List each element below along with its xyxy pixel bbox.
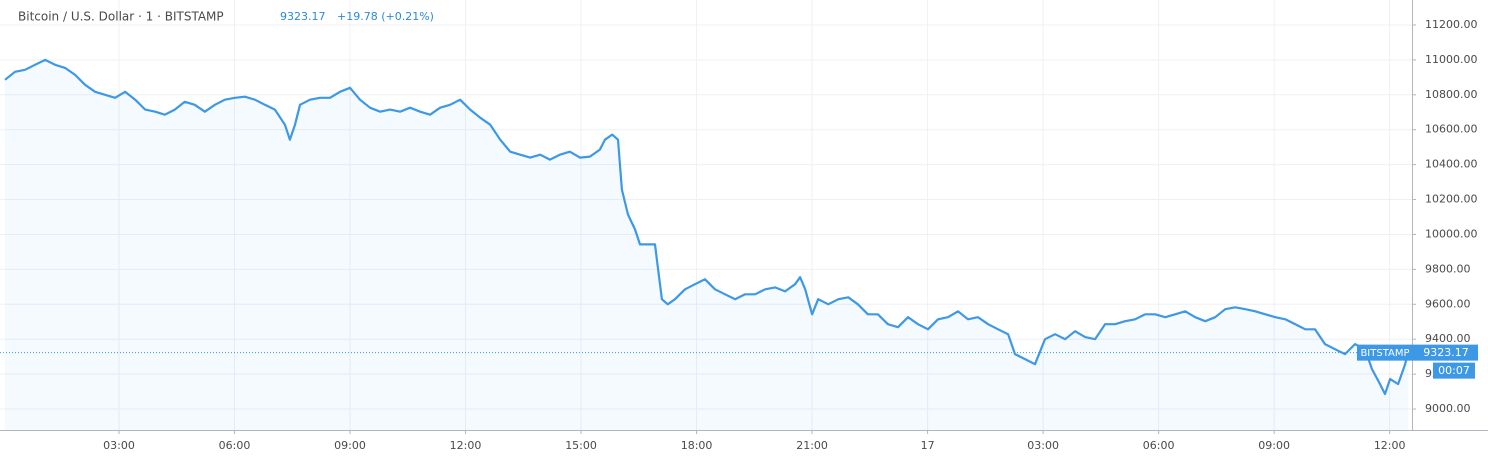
y-tick-label: 9600.00 xyxy=(1425,297,1471,310)
countdown: 00:07 xyxy=(1438,364,1470,377)
y-tick-label: 9800.00 xyxy=(1425,262,1471,275)
x-tick-label: 06:00 xyxy=(1143,439,1175,452)
x-tick-label: 12:00 xyxy=(450,439,482,452)
x-tick-label: 03:00 xyxy=(103,439,135,452)
x-tick-label: 09:00 xyxy=(1258,439,1290,452)
x-tick-label: 18:00 xyxy=(681,439,713,452)
y-tick-label: 10400.00 xyxy=(1425,158,1478,171)
price-line xyxy=(4,58,1410,396)
plot xyxy=(0,58,1412,431)
chart-title: Bitcoin / U.S. Dollar · 1 · BITSTAMP xyxy=(18,10,224,24)
y-tick-label: 9000.00 xyxy=(1425,402,1471,415)
y-tick-label: 10200.00 xyxy=(1425,193,1478,206)
grid xyxy=(0,0,1412,430)
header-price: 9323.17 xyxy=(280,10,326,23)
last-price-bg xyxy=(1413,344,1478,361)
x-tick-label: 17 xyxy=(921,439,935,452)
series-tag: BITSTAMP xyxy=(1360,348,1409,359)
y-tick-label: 10800.00 xyxy=(1425,88,1478,101)
y-tick-label: 10600.00 xyxy=(1425,123,1478,136)
x-tick-label: 06:00 xyxy=(219,439,251,452)
y-tick-label: 10000.00 xyxy=(1425,227,1478,240)
series-tag-bg xyxy=(1357,344,1413,361)
x-tick-label: 09:00 xyxy=(334,439,366,452)
y-tick-label: 11000.00 xyxy=(1425,53,1478,66)
x-tick-label: 03:00 xyxy=(1027,439,1059,452)
x-tick-label: 12:00 xyxy=(1374,439,1406,452)
area-fill xyxy=(5,59,1409,431)
countdown-bg xyxy=(1433,362,1475,379)
axis-labels: 9000.009200.009400.009600.009800.0010000… xyxy=(103,18,1477,452)
price-tags: BITSTAMP 9323.17 00:07 xyxy=(1357,344,1478,379)
y-tick-label: 11200.00 xyxy=(1425,18,1478,31)
last-price-label: 9323.17 xyxy=(1423,346,1469,359)
x-tick-label: 15:00 xyxy=(565,439,597,452)
y-tick-label: 9400.00 xyxy=(1425,332,1471,345)
header-change: +19.78 (+0.21%) xyxy=(337,10,434,23)
x-tick-label: 21:00 xyxy=(796,439,828,452)
